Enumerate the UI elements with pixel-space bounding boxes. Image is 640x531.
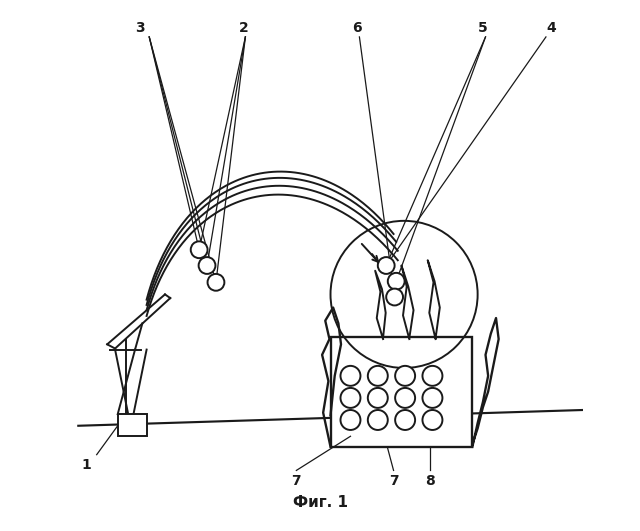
- Circle shape: [207, 274, 225, 290]
- Circle shape: [198, 257, 216, 274]
- Text: 7: 7: [292, 474, 301, 488]
- Circle shape: [422, 388, 442, 408]
- Circle shape: [378, 257, 395, 274]
- Circle shape: [340, 410, 360, 430]
- Text: 7: 7: [388, 474, 398, 488]
- Circle shape: [388, 273, 404, 290]
- Text: 4: 4: [547, 21, 556, 35]
- Circle shape: [368, 410, 388, 430]
- Circle shape: [340, 388, 360, 408]
- Text: 3: 3: [136, 21, 145, 35]
- Circle shape: [340, 366, 360, 386]
- Circle shape: [422, 410, 442, 430]
- Circle shape: [395, 388, 415, 408]
- Bar: [330, 338, 472, 447]
- Text: 8: 8: [426, 474, 435, 488]
- Circle shape: [368, 366, 388, 386]
- Circle shape: [395, 366, 415, 386]
- Text: 6: 6: [352, 21, 362, 35]
- Circle shape: [191, 241, 207, 258]
- Text: Фиг. 1: Фиг. 1: [292, 495, 348, 510]
- Circle shape: [422, 366, 442, 386]
- Circle shape: [386, 289, 403, 305]
- Text: 2: 2: [239, 21, 249, 35]
- Circle shape: [368, 388, 388, 408]
- Text: 1: 1: [81, 458, 91, 472]
- Circle shape: [395, 410, 415, 430]
- Text: 5: 5: [478, 21, 488, 35]
- Bar: [118, 414, 147, 436]
